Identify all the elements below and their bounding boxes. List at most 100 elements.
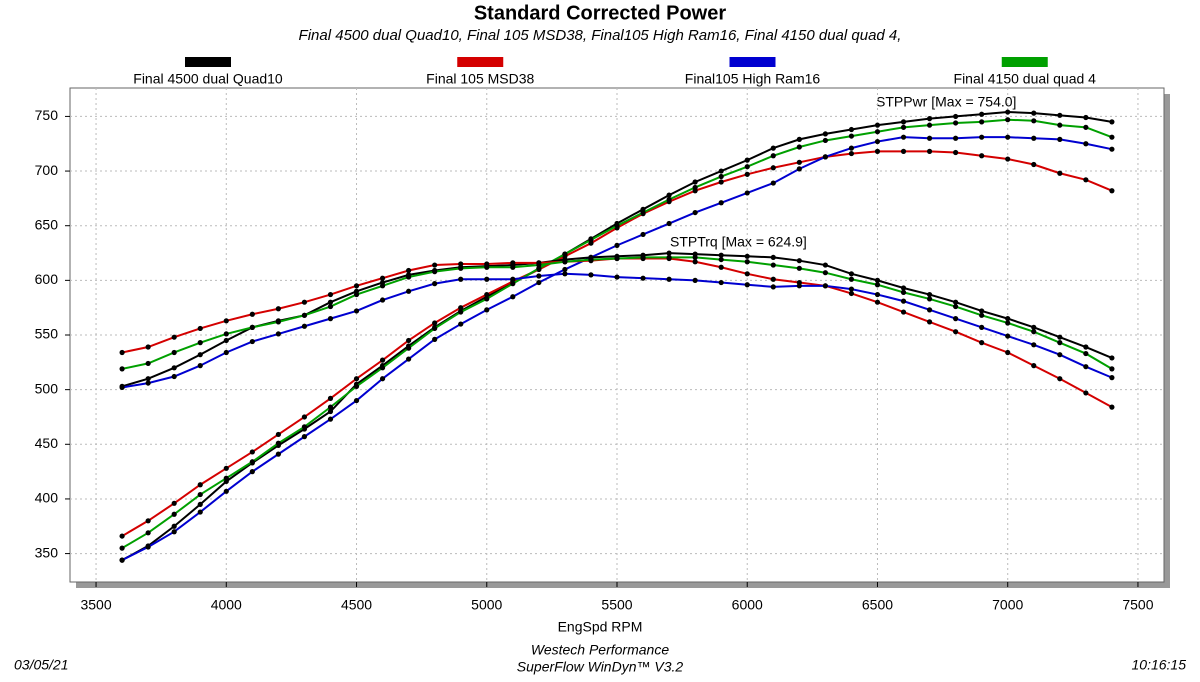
data-point bbox=[275, 319, 281, 325]
data-point bbox=[666, 192, 672, 198]
data-point bbox=[145, 360, 151, 367]
data-point bbox=[744, 271, 750, 277]
data-point bbox=[1083, 344, 1089, 350]
data-point bbox=[1109, 404, 1115, 410]
annotation: STPPwr [Max = 754.0] bbox=[876, 94, 1016, 110]
data-point bbox=[327, 395, 334, 401]
data-point bbox=[484, 291, 490, 298]
data-point bbox=[926, 148, 933, 154]
x-tick-label: 3500 bbox=[80, 597, 111, 613]
data-point bbox=[953, 299, 959, 305]
data-point bbox=[770, 180, 776, 186]
data-point bbox=[510, 264, 516, 270]
data-point bbox=[1005, 349, 1011, 356]
data-point bbox=[770, 262, 776, 268]
chart-title: Standard Corrected Power bbox=[474, 2, 727, 24]
data-point bbox=[874, 148, 881, 154]
legend-swatch bbox=[457, 57, 504, 67]
data-point bbox=[900, 285, 907, 291]
data-point bbox=[171, 334, 177, 340]
data-point bbox=[744, 171, 750, 177]
data-point bbox=[432, 336, 438, 342]
data-point bbox=[171, 373, 177, 380]
legend-swatch bbox=[1001, 57, 1048, 67]
y-tick-label: 350 bbox=[35, 544, 59, 560]
footer-text: Westech Performance bbox=[531, 642, 669, 658]
data-point bbox=[848, 290, 855, 297]
data-point bbox=[223, 488, 229, 494]
data-point bbox=[848, 276, 855, 282]
data-point bbox=[744, 157, 750, 163]
data-point bbox=[223, 331, 229, 337]
data-point bbox=[171, 523, 177, 529]
data-point bbox=[1109, 366, 1115, 372]
legend-label: Final 4150 dual quad 4 bbox=[954, 71, 1097, 87]
data-point bbox=[874, 277, 881, 283]
data-point bbox=[822, 262, 828, 268]
data-point bbox=[223, 318, 229, 324]
data-point bbox=[588, 256, 594, 263]
data-point bbox=[458, 276, 464, 282]
data-point bbox=[614, 223, 620, 229]
data-point bbox=[848, 150, 855, 157]
data-point bbox=[874, 138, 881, 145]
annotation: STPTrq [Max = 624.9] bbox=[670, 234, 807, 250]
x-tick-label: 7000 bbox=[992, 597, 1023, 613]
data-point bbox=[145, 530, 151, 536]
data-point bbox=[379, 275, 386, 281]
data-point bbox=[1057, 340, 1063, 346]
data-point bbox=[510, 281, 516, 287]
footer-time: 10:16:15 bbox=[1132, 657, 1187, 673]
data-point bbox=[119, 349, 125, 356]
data-point bbox=[900, 119, 907, 125]
data-point bbox=[171, 349, 177, 356]
data-point bbox=[692, 259, 698, 265]
data-point bbox=[275, 451, 281, 457]
data-point bbox=[301, 312, 308, 318]
y-tick-label: 650 bbox=[35, 216, 59, 232]
data-point bbox=[1057, 352, 1063, 358]
data-point bbox=[666, 254, 672, 261]
data-point bbox=[301, 323, 308, 329]
data-point bbox=[926, 122, 933, 128]
data-point bbox=[796, 166, 802, 172]
data-point bbox=[379, 376, 386, 382]
data-point bbox=[822, 270, 828, 276]
data-point bbox=[379, 357, 386, 363]
data-point bbox=[171, 511, 177, 517]
data-point bbox=[406, 345, 412, 351]
footer-text: SuperFlow WinDyn™ V3.2 bbox=[517, 659, 684, 675]
data-point bbox=[874, 129, 881, 135]
data-point bbox=[640, 275, 646, 281]
data-point bbox=[1109, 375, 1115, 381]
data-point bbox=[848, 271, 855, 277]
data-point bbox=[145, 344, 151, 350]
data-point bbox=[562, 271, 568, 277]
data-point bbox=[458, 261, 464, 267]
data-point bbox=[1005, 316, 1011, 322]
data-point bbox=[379, 297, 386, 303]
data-point bbox=[171, 529, 177, 535]
data-point bbox=[1083, 364, 1089, 370]
data-point bbox=[536, 273, 542, 279]
y-tick-label: 550 bbox=[35, 326, 59, 342]
data-point bbox=[1031, 135, 1037, 141]
data-point bbox=[562, 251, 568, 257]
legend-label: Final105 High Ram16 bbox=[685, 71, 821, 87]
data-point bbox=[197, 340, 203, 346]
data-point bbox=[1031, 342, 1037, 348]
data-point bbox=[1005, 156, 1011, 162]
data-point bbox=[770, 153, 776, 159]
x-tick-label: 5000 bbox=[471, 597, 502, 613]
data-point bbox=[1031, 118, 1037, 124]
data-point bbox=[327, 416, 334, 422]
data-point bbox=[197, 482, 203, 488]
data-point bbox=[1057, 136, 1063, 142]
data-point bbox=[744, 259, 750, 265]
data-point bbox=[406, 288, 412, 294]
data-point bbox=[979, 111, 985, 117]
data-point bbox=[1083, 350, 1089, 357]
data-point bbox=[510, 276, 516, 282]
